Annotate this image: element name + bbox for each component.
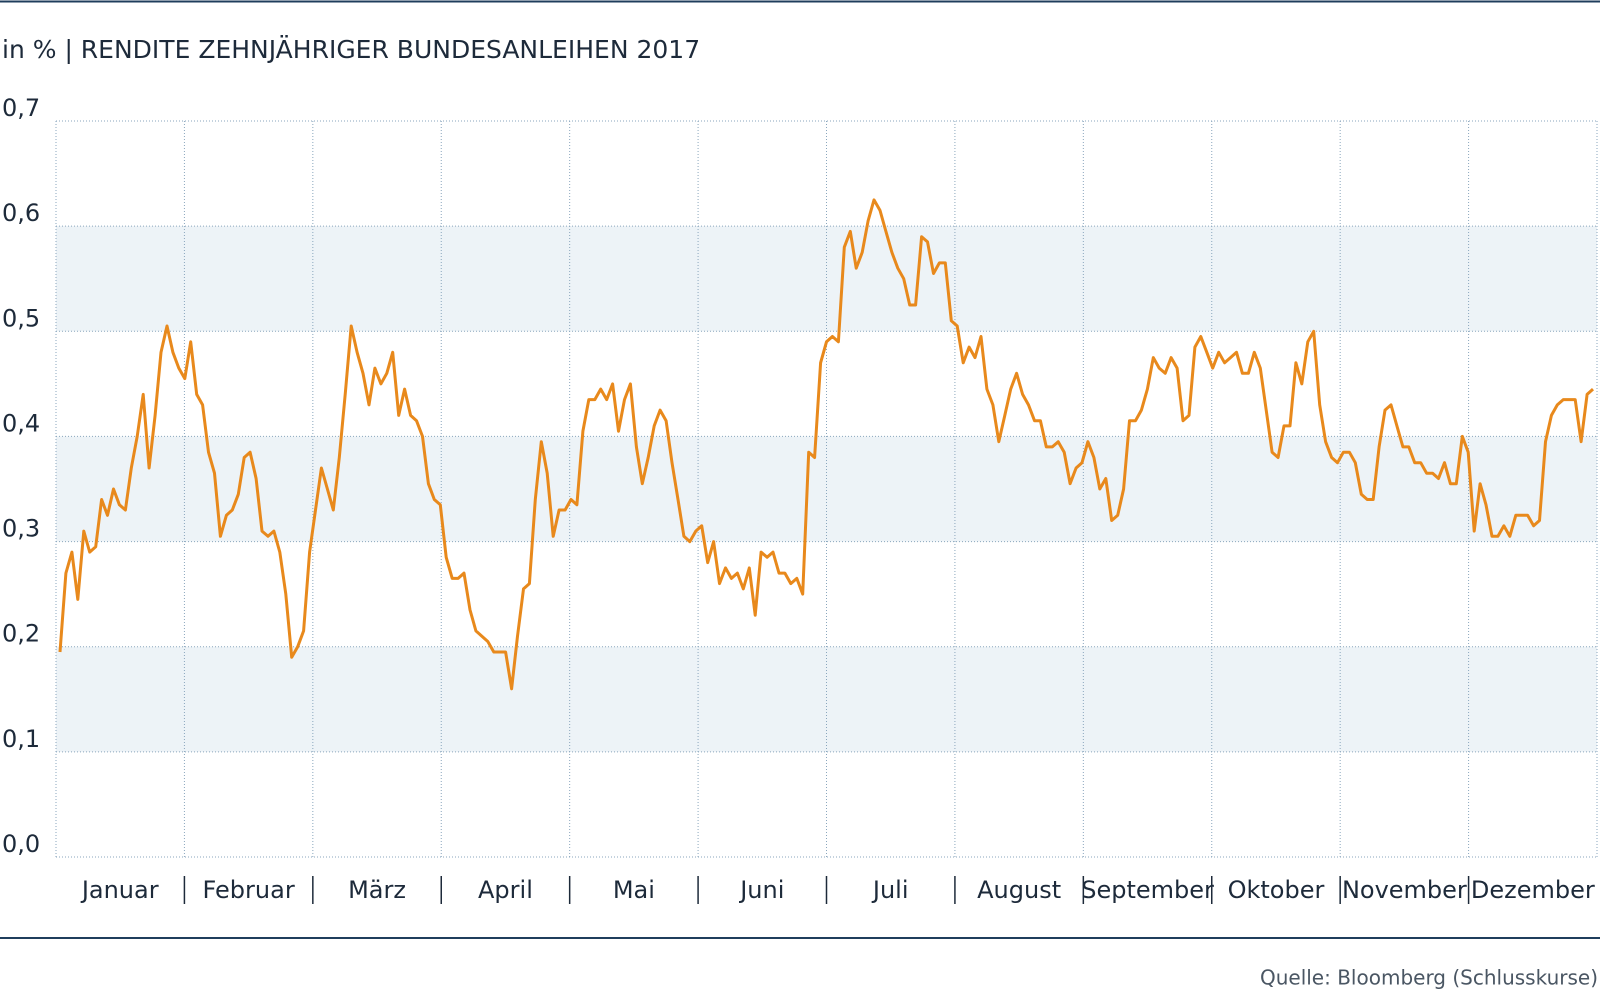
source-note: Quelle: Bloomberg (Schlusskurse) bbox=[1260, 966, 1598, 990]
y-tick-label: 0,0 bbox=[2, 830, 40, 858]
y-tick-label: 0,5 bbox=[2, 304, 40, 332]
x-tick-label: März bbox=[348, 876, 406, 904]
y-tick-label: 0,6 bbox=[2, 199, 40, 227]
y-tick-label: 0,1 bbox=[2, 725, 40, 753]
x-tick-label: November bbox=[1342, 876, 1467, 904]
x-tick-label: Oktober bbox=[1228, 876, 1325, 904]
y-tick-label: 0,3 bbox=[2, 515, 40, 543]
x-tick-label: August bbox=[977, 876, 1061, 904]
x-tick-label: Juni bbox=[738, 876, 784, 904]
y-tick-label: 0,7 bbox=[2, 94, 40, 122]
x-tick-label: April bbox=[478, 876, 533, 904]
plot: 0,0 0,1 0,2 0,3 0,4 0,5 0,6 0,7 Januar Februar Mär… bbox=[2, 94, 1598, 904]
x-tick-label: September bbox=[1081, 876, 1214, 904]
x-tick-label: Januar bbox=[80, 876, 159, 904]
band bbox=[56, 436, 1597, 542]
yield-line bbox=[58, 198, 1595, 691]
x-tick-label: Mai bbox=[613, 876, 655, 904]
x-tick-label: Juli bbox=[871, 876, 909, 904]
y-tick-label: 0,2 bbox=[2, 620, 40, 648]
x-tick-label: Dezember bbox=[1471, 876, 1595, 904]
chart-title: in % | RENDITE ZEHNJÄHRIGER BUNDESANLEIH… bbox=[2, 35, 700, 64]
x-tick-label: Februar bbox=[203, 876, 295, 904]
y-tick-label: 0,4 bbox=[2, 409, 40, 437]
